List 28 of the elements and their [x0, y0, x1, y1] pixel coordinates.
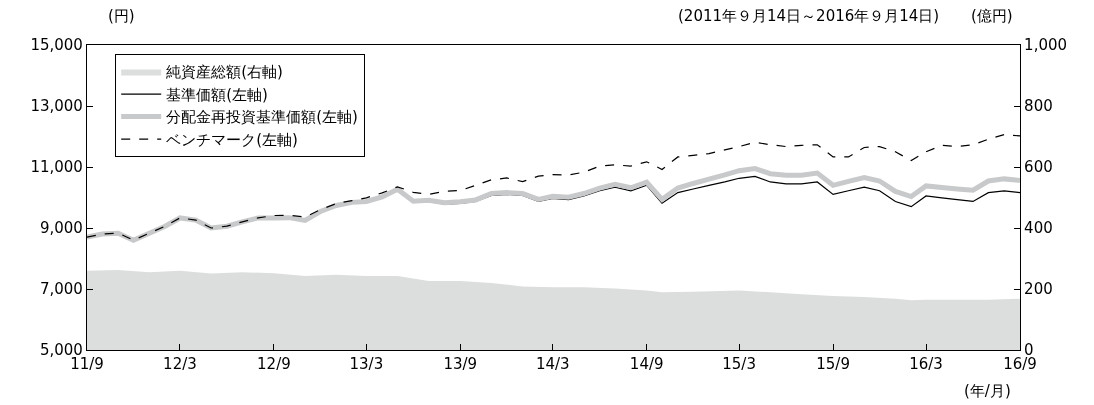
y2-tick-label: 600 — [1024, 158, 1053, 177]
y-tick-label: 15,000 — [30, 36, 83, 55]
x-tick-label: 13/9 — [443, 355, 478, 374]
x-tick-label: 13/3 — [349, 355, 384, 374]
y-tick-label: 11,000 — [30, 158, 83, 177]
y-tick-label: 13,000 — [30, 97, 83, 116]
x-tick-label: 15/9 — [816, 355, 850, 374]
y2-tick-label: 1,000 — [1024, 36, 1068, 55]
x-tick-label: 12/3 — [163, 355, 197, 374]
y2-tick-label: 200 — [1024, 280, 1053, 299]
chart-subtitle: (2011年９月14日～2016年９月14日) — [678, 7, 940, 25]
x-tick-label: 16/3 — [909, 355, 943, 374]
y-tick-label: 7,000 — [39, 280, 83, 299]
legend-label: 基準価額(左軸) — [166, 85, 268, 104]
y2-tick-label: 800 — [1024, 97, 1053, 116]
y2-tick-label: 400 — [1024, 219, 1053, 238]
y2-axis-title: (億円) — [971, 7, 1013, 25]
x-tick-label: 15/3 — [722, 355, 756, 374]
legend-label: 純資産総額(右軸) — [166, 63, 283, 82]
legend-label: ベンチマーク(左軸) — [166, 130, 298, 149]
x-tick-label: 14/3 — [535, 355, 570, 374]
y-axis-title: (円) — [108, 7, 135, 25]
y-tick-label: 9,000 — [39, 219, 83, 238]
x-axis-title: (年/月) — [964, 382, 1011, 400]
x-tick-label: 11/9 — [70, 355, 104, 374]
x-tick-label: 12/9 — [257, 355, 291, 374]
x-tick-label: 14/9 — [629, 355, 664, 374]
legend-label: 分配金再投資基準価額(左軸) — [166, 108, 358, 127]
